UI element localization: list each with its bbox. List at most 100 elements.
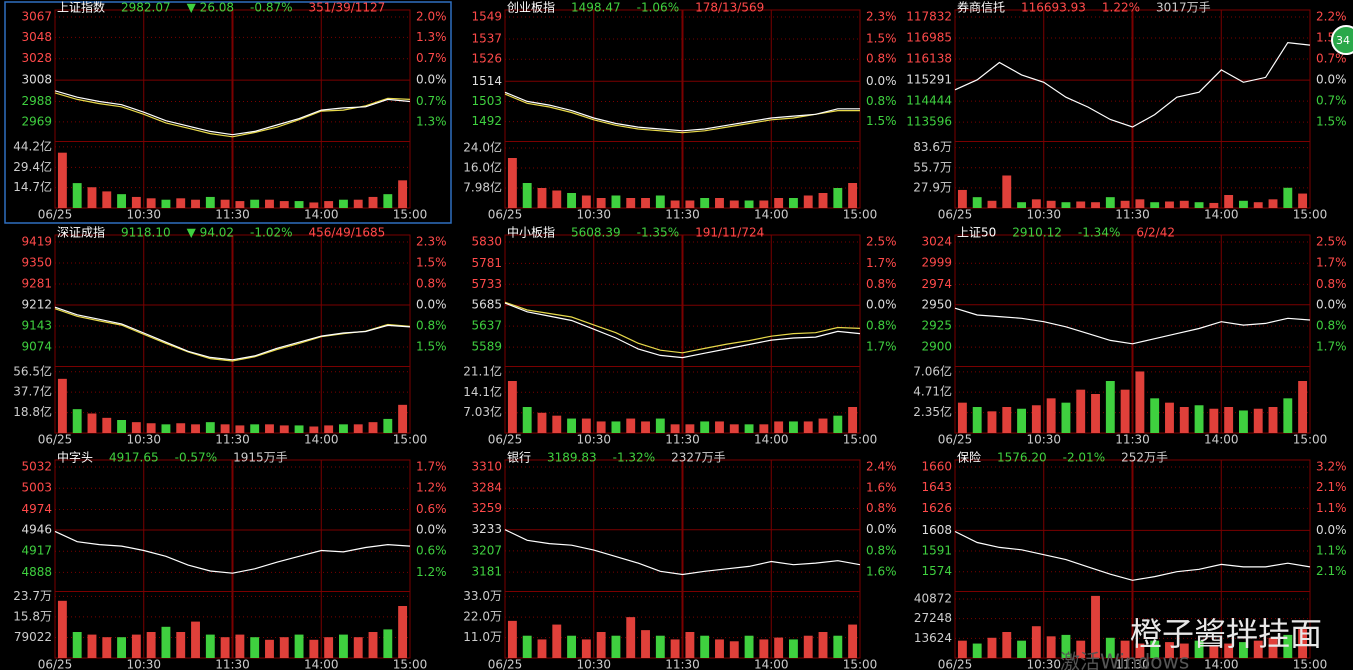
- time-label: 15:00: [393, 208, 428, 222]
- time-label: 14:00: [754, 433, 789, 447]
- volume-bar: [131, 196, 141, 208]
- badge-count[interactable]: 34: [1336, 34, 1350, 47]
- volume-bar: [522, 183, 532, 208]
- volume-bar: [1209, 408, 1219, 433]
- percent-tick-label: 2.2%: [1316, 10, 1347, 24]
- volume-bar: [279, 425, 289, 433]
- volume-bar: [567, 418, 576, 433]
- price-tick-label: 113596: [906, 115, 952, 129]
- time-label: 15:00: [843, 208, 878, 222]
- percent-tick-label: 2.1%: [1316, 564, 1347, 578]
- volume-tick-label: 44.2亿: [13, 138, 52, 153]
- volume-bar: [715, 198, 724, 208]
- percent-tick-label: 0.8%: [866, 543, 897, 557]
- time-label: 14:00: [754, 208, 789, 222]
- volume-tick-label: 13624: [914, 631, 952, 645]
- volume-bar: [655, 195, 665, 208]
- volume-bar: [803, 195, 813, 208]
- panel: 深证成指 9118.10 ▼ 94.02 -1.02% 456/49/1685 9419 2…: [13, 225, 446, 447]
- volume-bar: [87, 413, 97, 433]
- volume-bar: [398, 404, 408, 433]
- volume-bar: [715, 421, 724, 433]
- volume-bar: [146, 198, 156, 208]
- volume-tick-label: 83.6万: [913, 140, 952, 154]
- percent-tick-label: 2.5%: [1316, 235, 1347, 249]
- price-tick-label: 9143: [21, 319, 52, 333]
- time-label: 11:30: [1115, 658, 1150, 670]
- volume-bar: [1253, 408, 1263, 433]
- percent-tick-label: 0.6%: [416, 502, 447, 516]
- volume-bar: [1268, 199, 1278, 208]
- volume-bar: [700, 635, 710, 658]
- price-tick-label: 2988: [21, 94, 52, 108]
- volume-bar: [191, 424, 200, 433]
- volume-bar: [279, 637, 289, 658]
- volume-bar: [205, 196, 215, 208]
- volume-bar: [235, 201, 245, 208]
- volume-bar: [205, 634, 215, 658]
- price-tick-label: 2969: [21, 114, 52, 128]
- volume-bar: [685, 200, 695, 208]
- volume-tick-label: 11.0万: [463, 630, 502, 644]
- price-line: [954, 530, 1311, 581]
- volume-bar: [57, 152, 67, 208]
- volume-bar: [1194, 405, 1204, 433]
- volume-bar: [1283, 187, 1293, 208]
- time-label: 06/25: [38, 433, 73, 447]
- volume-bar: [759, 200, 769, 208]
- volume-bar: [1150, 398, 1160, 433]
- percent-tick-label: 0.8%: [416, 277, 447, 291]
- badge[interactable]: [1331, 25, 1353, 55]
- volume-bar: [596, 632, 606, 658]
- price-tick-label: 3067: [21, 10, 52, 24]
- volume-bar: [1179, 407, 1189, 433]
- volume-bar: [774, 637, 784, 658]
- header-item: 351/39/1127: [309, 1, 386, 15]
- time-label: 06/25: [938, 658, 973, 670]
- price-tick-label: 5781: [471, 256, 502, 270]
- volume-bar: [176, 198, 186, 208]
- header-item: 3017万手: [1156, 1, 1211, 15]
- header-item: 创业板指: [507, 0, 555, 15]
- percent-tick-label: 0.7%: [416, 94, 447, 108]
- volume-bar: [383, 629, 393, 658]
- price-line: [54, 306, 411, 361]
- volume-bar: [655, 635, 665, 658]
- volume-bar: [383, 194, 393, 208]
- volume-bar: [1283, 398, 1293, 433]
- volume-bar: [1179, 643, 1189, 658]
- percent-tick-label: 0.0%: [866, 298, 897, 312]
- header-item: 深证成指: [57, 225, 105, 240]
- volume-bar: [1135, 199, 1145, 208]
- price-tick-label: 5830: [471, 235, 502, 249]
- volume-bar: [1105, 381, 1115, 433]
- volume-bar: [1298, 193, 1308, 208]
- volume-bar: [57, 378, 67, 433]
- header-item: 1.22%: [1102, 1, 1140, 15]
- volume-bar: [250, 637, 260, 658]
- price-tick-label: 1526: [471, 52, 502, 66]
- price-tick-label: 1514: [471, 74, 502, 88]
- percent-tick-label: 2.1%: [1316, 480, 1347, 494]
- time-label: 11:30: [1115, 208, 1150, 222]
- header-item: 2327万手: [671, 451, 726, 465]
- price-tick-label: 9419: [21, 235, 52, 249]
- volume-bar: [1253, 640, 1263, 658]
- volume-bar: [987, 200, 997, 208]
- volume-bar: [611, 195, 621, 208]
- price-tick-label: 2974: [921, 277, 952, 291]
- volume-bar: [774, 198, 784, 208]
- header-item: -1.34%: [1078, 226, 1120, 240]
- percent-tick-label: 1.7%: [866, 256, 897, 270]
- time-label: 14:00: [1204, 208, 1239, 222]
- price-tick-label: 3028: [21, 51, 52, 65]
- price-tick-label: 4946: [21, 522, 52, 536]
- volume-bar: [957, 640, 967, 658]
- header-item: 上证50: [957, 226, 996, 240]
- volume-bar: [848, 183, 858, 208]
- price-tick-label: 114444: [906, 94, 952, 108]
- price-line: [954, 41, 1311, 128]
- volume-bar: [1091, 394, 1100, 433]
- volume-bar: [1076, 640, 1086, 658]
- volume-bar: [789, 421, 798, 433]
